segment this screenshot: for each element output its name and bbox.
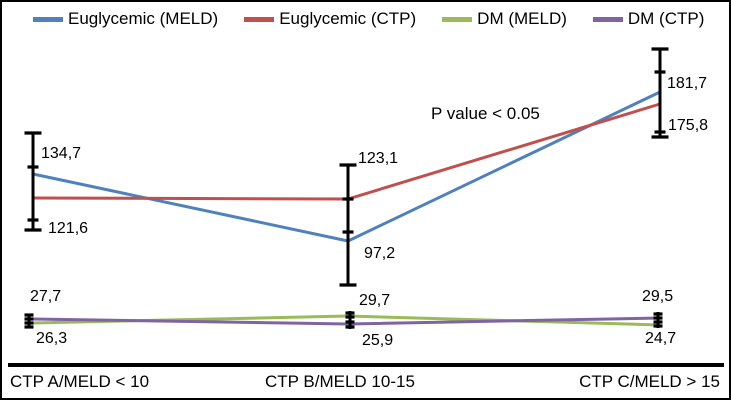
legend-label: DM (MELD) — [477, 9, 567, 28]
error-bar — [653, 312, 663, 328]
data-label-dm-ctp-1: 27,7 — [30, 288, 62, 305]
data-label-eug-ctp-3: 175,8 — [668, 117, 709, 134]
error-bar — [345, 311, 355, 329]
data-label-eug-meld-1: 134,7 — [41, 145, 82, 162]
x-axis-label-ctp-b: CTP B/MELD 10-15 — [265, 372, 415, 391]
error-bar — [339, 163, 357, 287]
legend-item-euglycemic-meld: Euglycemic (MELD) — [33, 9, 218, 29]
data-label-eug-ctp-2: 123,1 — [358, 150, 399, 167]
legend-line-swatch — [592, 16, 623, 22]
legend-item-dm-meld: DM (MELD) — [442, 9, 567, 29]
data-label-eug-ctp-1: 121,6 — [48, 220, 89, 237]
data-label-dm-ctp-2: 25,9 — [362, 332, 394, 349]
x-axis-label-ctp-a: CTP A/MELD < 10 — [10, 372, 150, 391]
legend-item-euglycemic-ctp: Euglycemic (CTP) — [244, 9, 416, 29]
legend-label: Euglycemic (CTP) — [279, 9, 417, 28]
chart-legend: Euglycemic (MELD) Euglycemic (CTP) DM (MEL… — [33, 9, 704, 29]
p-value-annotation: P value < 0.05 — [431, 104, 540, 123]
error-bar — [651, 47, 669, 139]
data-label-dm-meld-1: 26,3 — [36, 330, 68, 347]
x-axis-label-ctp-c: CTP C/MELD > 15 — [579, 372, 720, 391]
legend-line-swatch — [244, 16, 275, 22]
legend-label: DM (CTP) — [627, 9, 705, 28]
legend-item-dm-ctp: DM (CTP) — [592, 9, 705, 29]
error-bar — [24, 313, 34, 329]
data-label-eug-meld-2: 97,2 — [364, 245, 396, 262]
error-bar — [24, 131, 42, 232]
data-label-dm-ctp-3: 29,5 — [642, 288, 674, 305]
legend-line-swatch — [33, 16, 63, 22]
legend-line-swatch — [442, 16, 473, 22]
series-line-dm-ctp — [32, 316, 661, 326]
legend-label: Euglycemic (MELD) — [68, 9, 219, 28]
x-axis-line — [8, 363, 724, 367]
data-label-eug-meld-3: 181,7 — [667, 75, 708, 92]
data-label-dm-meld-2: 29,7 — [359, 292, 391, 309]
data-label-dm-meld-3: 24,7 — [645, 330, 677, 347]
